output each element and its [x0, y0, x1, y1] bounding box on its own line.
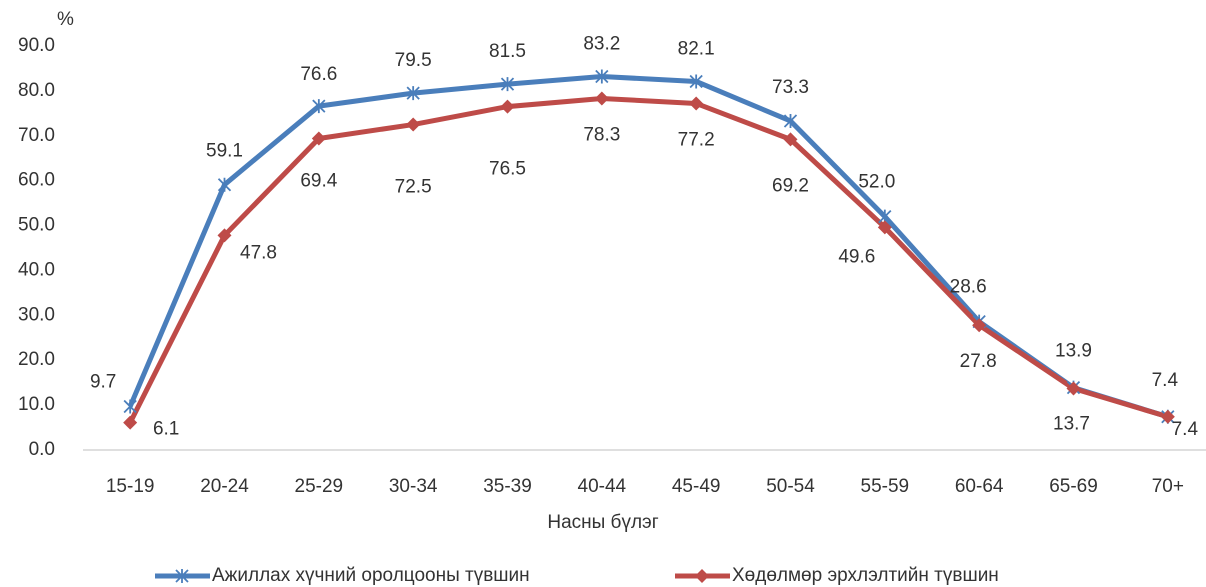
- data-label: 82.1: [678, 38, 715, 59]
- x-tick-label: 30-34: [389, 476, 438, 497]
- data-label: 69.2: [772, 175, 809, 196]
- data-label: 79.5: [395, 50, 432, 71]
- data-label: 72.5: [395, 177, 432, 198]
- data-label: 6.1: [153, 419, 179, 440]
- data-label: 13.9: [1055, 341, 1092, 362]
- y-tick-label: 90.0: [18, 35, 55, 56]
- data-point: [877, 220, 892, 235]
- data-label: 77.2: [678, 129, 715, 150]
- x-tick-label: 60-64: [955, 476, 1004, 497]
- legend-marker: [175, 569, 189, 583]
- x-tick-label: 50-54: [766, 476, 815, 497]
- data-label: 52.0: [858, 172, 895, 193]
- data-point: [217, 228, 232, 243]
- data-point: [406, 117, 421, 132]
- y-tick-label: 60.0: [18, 170, 55, 191]
- data-label: 7.4: [1172, 419, 1199, 440]
- data-label: 73.3: [772, 77, 809, 98]
- data-point: [594, 91, 609, 106]
- y-tick-label: 10.0: [18, 394, 55, 415]
- y-tick-label: 80.0: [18, 80, 55, 101]
- x-tick-label: 45-49: [672, 476, 721, 497]
- data-point: [500, 99, 515, 114]
- y-unit: %: [57, 9, 74, 30]
- data-point: [689, 96, 704, 111]
- x-tick-label: 20-24: [200, 476, 249, 497]
- legend-marker: [695, 569, 709, 583]
- data-point: [1066, 381, 1081, 396]
- data-point: [217, 177, 232, 192]
- x-tick-label: 65-69: [1049, 476, 1098, 497]
- y-tick-label: 70.0: [18, 125, 55, 146]
- data-label: 83.2: [583, 34, 620, 55]
- x-tick-label: 15-19: [106, 476, 155, 497]
- data-point: [1160, 409, 1175, 424]
- data-label: 81.5: [489, 41, 526, 62]
- data-point: [595, 69, 609, 84]
- data-label: 76.5: [489, 159, 526, 180]
- data-label: 76.6: [300, 64, 337, 85]
- y-tick-label: 0.0: [29, 439, 55, 460]
- data-point: [783, 113, 798, 128]
- data-label: 13.7: [1053, 414, 1090, 435]
- series-line: [127, 74, 1169, 420]
- legend-label: Хөдөлмөр эрхлэлтийн түвшин: [732, 565, 999, 586]
- data-point: [972, 318, 987, 333]
- data-label: 47.8: [240, 242, 277, 263]
- y-tick-label: 20.0: [18, 349, 55, 370]
- data-label: 59.1: [206, 141, 243, 162]
- x-tick-label: 35-39: [483, 476, 532, 497]
- x-tick-label: 70+: [1152, 476, 1184, 497]
- x-tick-label: 25-29: [295, 476, 344, 497]
- data-point: [406, 86, 420, 101]
- data-point: [500, 77, 515, 92]
- data-point: [311, 131, 326, 146]
- data-point: [123, 399, 137, 414]
- data-label: 69.4: [300, 170, 337, 191]
- x-axis-title: Насны бүлэг: [547, 512, 658, 533]
- data-point: [783, 132, 798, 147]
- data-label: 7.4: [1152, 370, 1179, 391]
- data-label: 49.6: [838, 246, 875, 267]
- y-tick-label: 40.0: [18, 259, 55, 280]
- data-label: 9.7: [90, 371, 116, 392]
- data-label: 28.6: [950, 277, 987, 298]
- x-tick-label: 40-44: [578, 476, 627, 497]
- y-tick-label: 30.0: [18, 304, 55, 325]
- data-label: 27.8: [960, 351, 997, 372]
- data-point: [312, 99, 326, 114]
- series-line: [127, 96, 1169, 424]
- data-label: 78.3: [583, 125, 620, 146]
- legend-label: Ажиллах хүчний оролцооны түвшин: [212, 565, 530, 586]
- data-point: [689, 74, 703, 89]
- y-tick-label: 50.0: [18, 215, 55, 236]
- data-point: [123, 415, 138, 430]
- x-tick-label: 55-59: [861, 476, 910, 497]
